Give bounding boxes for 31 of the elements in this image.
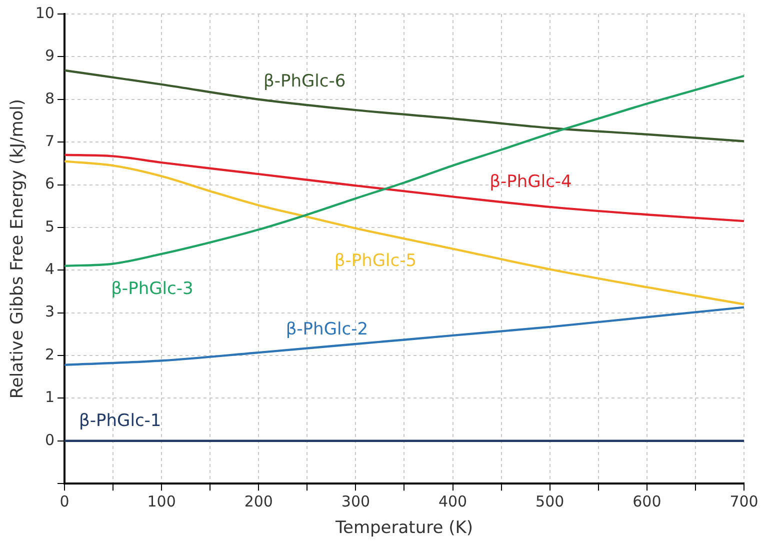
y-axis-title: Relative Gibbs Free Energy (kJ/mol) — [8, 98, 28, 399]
y-tick-label: 6 — [44, 174, 54, 193]
y-tick-label: 1 — [44, 388, 54, 406]
y-tick-label: 7 — [44, 132, 54, 150]
x-tick-label: 0 — [60, 492, 70, 510]
series-label: β-PhGlc-3 — [111, 278, 194, 299]
series-label: β-PhGlc-5 — [334, 251, 417, 272]
y-tick-label: 5 — [44, 217, 54, 236]
x-tick-label: 200 — [244, 492, 273, 510]
x-tick-label: 400 — [438, 492, 468, 510]
y-tick-label: 3 — [44, 302, 54, 321]
x-tick-label: 600 — [632, 492, 662, 510]
y-tick-label: 0 — [44, 430, 54, 449]
y-tick-label: 4 — [44, 260, 54, 278]
y-tick-label: 10 — [35, 4, 54, 22]
line-series — [64, 69, 744, 142]
x-tick-label: 700 — [730, 492, 758, 510]
x-tick-label: 300 — [341, 492, 370, 510]
series-label: β-PhGlc-6 — [263, 72, 346, 92]
line-series — [64, 160, 744, 306]
line-series — [64, 306, 744, 366]
y-tick-label: 9 — [44, 46, 54, 65]
series-label: β-PhGlc-1 — [79, 411, 162, 432]
x-tick-label: 100 — [147, 492, 176, 510]
series-label: β-PhGlc-2 — [286, 319, 368, 340]
y-tick-label: 2 — [44, 345, 54, 364]
y-tick-label: 8 — [44, 89, 54, 108]
line-series — [64, 154, 744, 222]
x-tick-label: 500 — [536, 492, 564, 510]
x-axis-title: Temperature (K) — [334, 518, 473, 538]
series-label: β-PhGlc-4 — [490, 172, 572, 192]
